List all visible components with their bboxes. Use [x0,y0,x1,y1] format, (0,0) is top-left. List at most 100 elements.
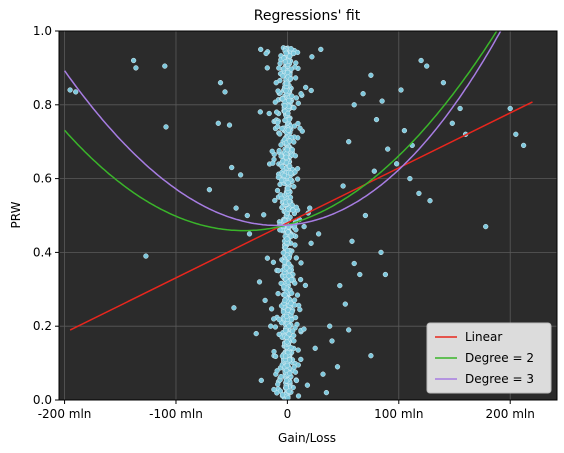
scatter-point [352,261,357,266]
scatter-point [291,184,296,189]
scatter-point [289,291,294,296]
scatter-point [296,121,301,126]
scatter-point [521,143,526,148]
scatter-point [408,176,413,181]
scatter-point [290,329,295,334]
scatter-point [363,213,368,218]
scatter-point [293,76,298,81]
scatter-point [279,154,284,159]
scatter-point [428,198,433,203]
scatter-point [287,139,292,144]
scatter-point [275,120,280,125]
x-tick-label: -100 mln [149,407,203,421]
scatter-point [284,265,289,270]
scatter-point [164,125,169,130]
scatter-point [286,111,291,116]
scatter-point [275,188,280,193]
scatter-point [284,88,289,93]
scatter-point [316,232,321,237]
scatter-point [280,74,285,79]
scatter-point [281,284,286,289]
scatter-point [259,378,264,383]
scatter-point [232,305,237,310]
x-tick-label: -200 mln [38,407,92,421]
scatter-point [374,117,379,122]
scatter-point [277,317,282,322]
scatter-point [343,302,348,307]
scatter-point [286,128,291,133]
scatter-point [267,111,272,116]
scatter-point [276,89,281,94]
scatter-point [296,348,301,353]
scatter-point [513,132,518,137]
scatter-point [284,155,289,160]
scatter-point [285,248,290,253]
scatter-point [286,207,291,212]
scatter-point [227,123,232,128]
scatter-point [298,277,303,282]
scatter-point [318,47,323,52]
scatter-point [223,90,228,95]
scatter-point [289,234,294,239]
scatter-point [273,325,278,330]
scatter-point [379,250,384,255]
scatter-point [357,272,362,277]
scatter-point [68,88,73,93]
scatter-point [282,118,287,123]
scatter-point [273,354,278,359]
scatter-point [247,232,252,237]
y-tick-label: 0.4 [33,245,52,259]
scatter-point [272,349,277,354]
scatter-point [321,372,326,377]
scatter-point [280,159,285,164]
scatter-point [399,88,404,93]
scatter-point [274,80,279,85]
scatter-point [280,392,285,397]
x-tick-label: 0 [284,407,292,421]
scatter-point [245,213,250,218]
scatter-point [282,298,287,303]
scatter-point [275,368,280,373]
scatter-point [263,298,268,303]
scatter-point [283,354,288,359]
scatter-point [402,128,407,133]
scatter-point [372,169,377,174]
scatter-point [285,70,290,75]
scatter-point [283,60,288,65]
scatter-point [131,58,136,63]
scatter-point [296,363,301,368]
scatter-point [271,317,276,322]
scatter-point [310,54,315,59]
scatter-point [275,382,280,387]
scatter-point [287,164,292,169]
scatter-point [341,184,346,189]
scatter-point [268,324,273,329]
scatter-point [270,161,275,166]
scatter-point [73,90,78,95]
legend-label: Linear [465,330,502,344]
scatter-point [258,47,263,52]
scatter-point [207,187,212,192]
scatter-point [324,390,329,395]
scatter-point [284,314,289,319]
scatter-point [289,46,294,51]
scatter-point [327,324,332,329]
scatter-point [274,110,279,115]
scatter-point [277,148,282,153]
scatter-point [346,328,351,333]
scatter-point [352,102,357,107]
scatter-point [293,370,298,375]
scatter-point [280,164,285,169]
scatter-point [289,301,294,306]
scatter-point [441,80,446,85]
scatter-point [419,58,424,63]
scatter-point [273,100,278,105]
scatter-point [283,328,288,333]
scatter-point [287,117,292,122]
scatter-point [294,256,299,261]
scatter-point [286,186,291,191]
x-tick-label: 100 mln [374,407,423,421]
scatter-point [285,237,290,242]
scatter-point [303,283,308,288]
